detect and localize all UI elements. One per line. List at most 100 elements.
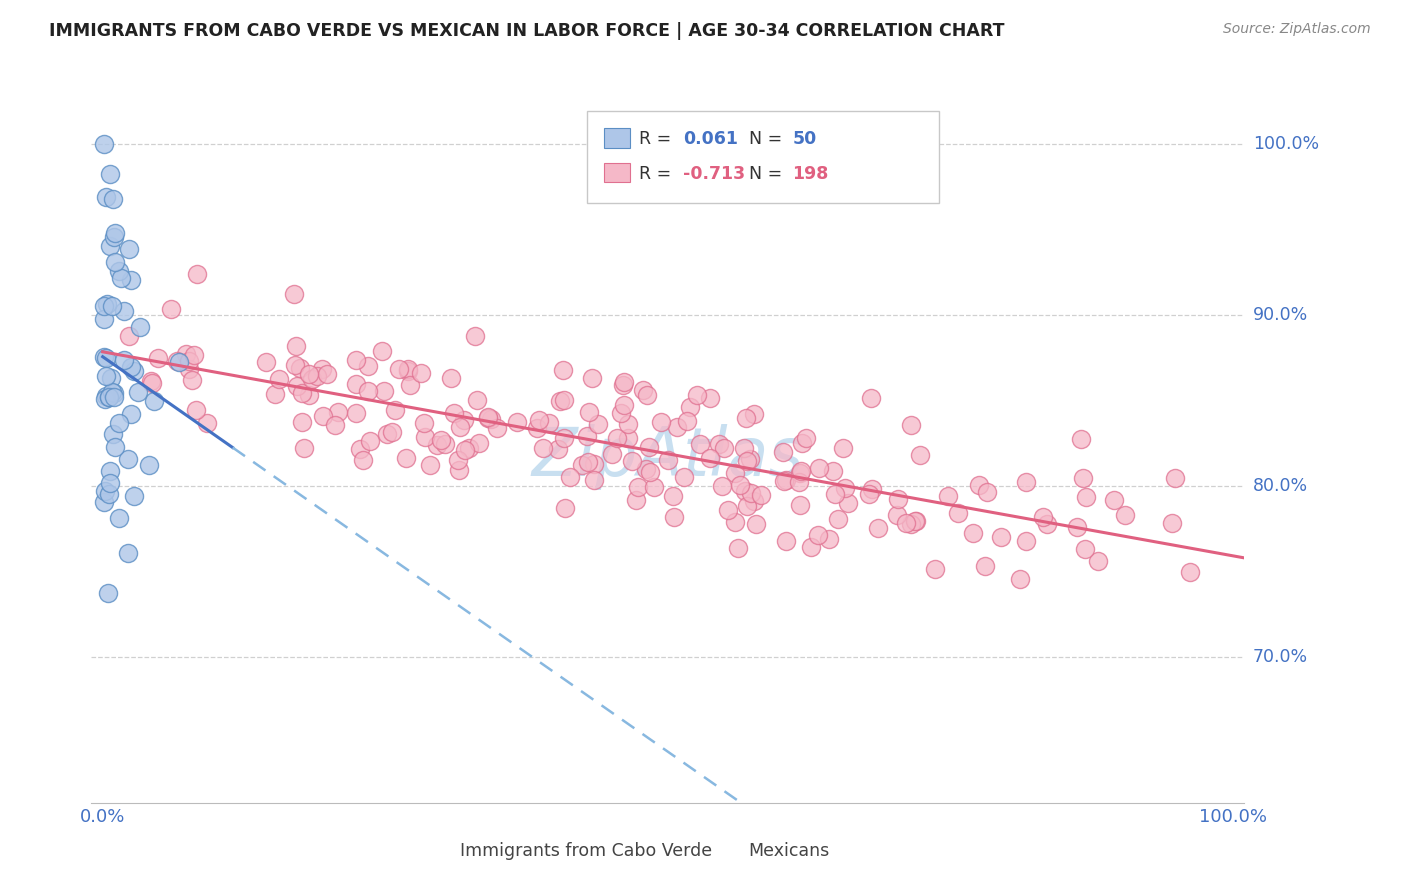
Point — [665, 420, 688, 434]
Point — [326, 405, 349, 419]
Point — [93, 495, 115, 509]
Point — [724, 515, 747, 529]
Point — [734, 483, 756, 498]
Point — [120, 273, 142, 287]
Point — [93, 350, 115, 364]
Point — [627, 479, 650, 493]
Point — [141, 376, 163, 390]
Point — [465, 393, 488, 408]
Point — [578, 405, 600, 419]
Point — [148, 351, 170, 366]
Point — [301, 372, 323, 386]
Point — [413, 430, 436, 444]
Point — [924, 562, 946, 576]
Text: N =: N = — [748, 165, 787, 183]
Point — [1014, 534, 1036, 549]
Point — [101, 427, 124, 442]
Point — [160, 301, 183, 316]
Point — [904, 514, 927, 528]
Point — [183, 348, 205, 362]
Point — [110, 270, 132, 285]
Point — [740, 486, 762, 500]
Point — [412, 416, 434, 430]
Point — [94, 483, 117, 498]
Point — [821, 464, 844, 478]
Point — [900, 517, 922, 532]
Text: Immigrants from Cabo Verde: Immigrants from Cabo Verde — [460, 842, 713, 861]
Point — [631, 383, 654, 397]
Point — [617, 417, 640, 432]
Point — [1114, 508, 1136, 522]
Point — [112, 352, 135, 367]
Text: -0.713: -0.713 — [683, 165, 745, 183]
Point — [832, 441, 855, 455]
Point — [298, 388, 321, 402]
Point — [176, 347, 198, 361]
Point — [860, 392, 883, 406]
Point — [285, 379, 308, 393]
Point — [388, 362, 411, 376]
Point — [120, 407, 142, 421]
Point — [449, 419, 471, 434]
Point — [180, 373, 202, 387]
Point — [371, 344, 394, 359]
Point — [728, 477, 751, 491]
Point — [100, 299, 122, 313]
Point — [638, 440, 661, 454]
Point — [457, 441, 479, 455]
Point — [575, 428, 598, 442]
Point — [96, 297, 118, 311]
Point — [264, 387, 287, 401]
Point — [1073, 471, 1095, 485]
Point — [396, 364, 419, 378]
Point — [409, 366, 432, 380]
Point — [122, 489, 145, 503]
Point — [1008, 572, 1031, 586]
Point — [195, 416, 218, 430]
Point — [600, 447, 623, 461]
Point — [550, 393, 572, 408]
Bar — [432, 845, 454, 860]
Point — [792, 436, 814, 450]
Point — [100, 370, 122, 384]
Point — [775, 533, 797, 548]
Text: R =: R = — [638, 130, 676, 148]
Point — [344, 406, 367, 420]
Point — [104, 440, 127, 454]
Point — [772, 445, 794, 459]
Point — [699, 450, 721, 465]
Point — [357, 359, 380, 374]
Point — [808, 461, 831, 475]
Point — [827, 512, 849, 526]
Point — [96, 351, 118, 365]
Point — [357, 384, 380, 398]
Point — [97, 487, 120, 501]
Text: 100.0%: 100.0% — [1253, 135, 1319, 153]
Point — [375, 427, 398, 442]
Point — [775, 473, 797, 487]
Point — [434, 437, 457, 451]
Point — [699, 391, 721, 405]
Point — [97, 586, 120, 600]
Bar — [605, 163, 630, 183]
Point — [789, 498, 811, 512]
Point — [834, 481, 856, 495]
Point — [533, 442, 555, 456]
Text: Mexicans: Mexicans — [748, 842, 830, 861]
Text: 90.0%: 90.0% — [1253, 306, 1308, 324]
Point — [381, 425, 404, 439]
Point — [477, 410, 499, 425]
Point — [117, 546, 139, 560]
FancyBboxPatch shape — [588, 111, 939, 203]
Point — [166, 353, 188, 368]
Point — [576, 455, 599, 469]
Point — [571, 458, 593, 472]
Point — [179, 361, 201, 376]
Point — [94, 190, 117, 204]
Point — [713, 441, 735, 455]
Point — [98, 390, 121, 404]
Point — [1087, 554, 1109, 568]
Point — [485, 421, 508, 435]
Point — [107, 263, 129, 277]
Point — [426, 438, 449, 452]
